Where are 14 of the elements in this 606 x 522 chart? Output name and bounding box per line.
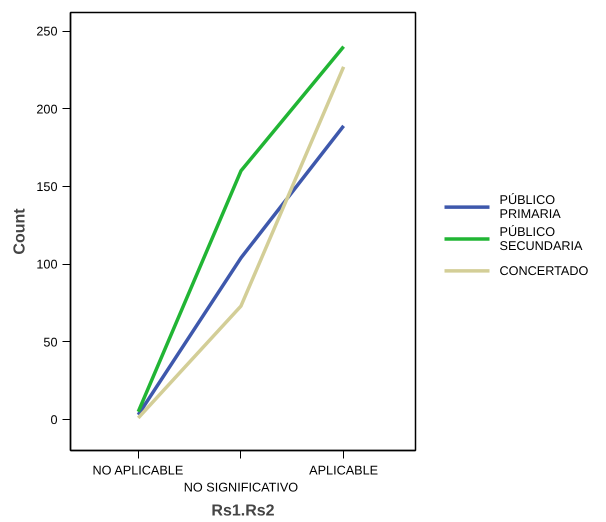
legend-label: PÚBLICO PRIMARIA (500, 193, 562, 222)
y-axis-title: Count (11, 208, 28, 255)
legend-label: CONCERTADO (500, 264, 588, 278)
y-tick-label: 200 (36, 102, 58, 116)
y-tick-label: 0 (50, 412, 58, 427)
x-tick-label: APLICABLE (309, 464, 378, 478)
y-tick-label: 50 (43, 335, 58, 350)
y-tick-label: 250 (36, 24, 58, 39)
x-tick-label: NO SIGNIFICATIVO (184, 480, 298, 494)
legend-label: PÚBLICO SECUNDARIA (500, 225, 584, 254)
x-axis-title: Rs1.Rs2 (211, 502, 275, 520)
x-tick-label: NO APLICABLE (92, 464, 184, 478)
y-tick-label: 150 (36, 180, 58, 194)
y-tick-label: 100 (36, 258, 58, 272)
